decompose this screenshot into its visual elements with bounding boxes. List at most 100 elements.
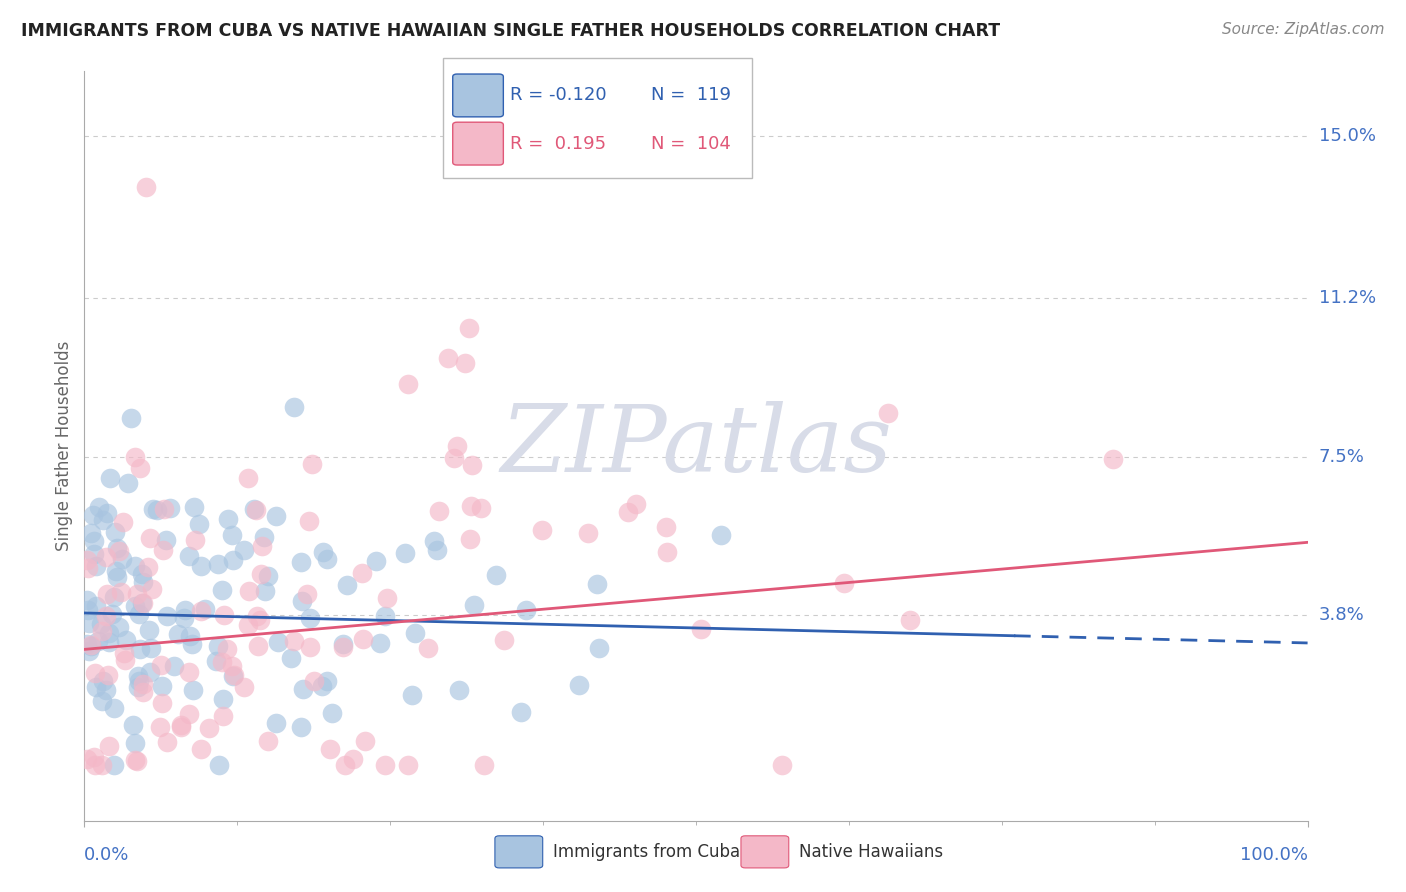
Text: 100.0%: 100.0% [1240, 846, 1308, 863]
Point [167, 626, 190, 640]
Point [266, 716, 288, 731]
Point [188, 516, 211, 531]
Point [215, 642, 238, 657]
Point [138, 624, 160, 638]
Y-axis label: Single Father Households: Single Father Households [55, 341, 73, 551]
Point [170, 717, 193, 731]
Point [194, 601, 217, 615]
Point [128, 461, 150, 475]
Point [103, 701, 125, 715]
Point [190, 741, 212, 756]
Point [568, 678, 591, 692]
Point [396, 758, 419, 772]
Point [394, 546, 416, 560]
Point [232, 542, 254, 557]
Point [617, 505, 640, 519]
Point [91, 693, 114, 707]
Point [76, 636, 98, 650]
Point [124, 599, 146, 614]
Point [82, 508, 104, 522]
Point [770, 758, 793, 772]
Point [436, 351, 458, 366]
Point [245, 502, 267, 516]
Point [224, 668, 246, 682]
Point [252, 539, 274, 553]
Point [156, 609, 179, 624]
Text: 11.2%: 11.2% [1319, 289, 1376, 307]
Point [83, 533, 105, 548]
Point [159, 500, 181, 515]
Point [150, 696, 173, 710]
Point [292, 681, 315, 696]
Point [131, 566, 153, 581]
Point [319, 742, 342, 756]
Point [530, 523, 553, 537]
Point [132, 685, 155, 699]
Point [418, 640, 440, 655]
Point [898, 613, 921, 627]
Point [80, 639, 103, 653]
Point [266, 634, 288, 648]
Point [98, 471, 121, 485]
Point [709, 528, 731, 542]
Text: 3.8%: 3.8% [1319, 607, 1364, 624]
Point [112, 646, 135, 660]
Point [149, 658, 172, 673]
Point [233, 680, 256, 694]
Point [120, 411, 142, 425]
Point [173, 611, 195, 625]
Point [242, 501, 264, 516]
Point [84, 758, 107, 772]
Point [588, 640, 610, 655]
Point [97, 667, 120, 681]
Point [299, 640, 322, 654]
Point [114, 653, 136, 667]
Point [98, 626, 121, 640]
Point [181, 682, 204, 697]
Point [142, 502, 165, 516]
Point [177, 665, 200, 679]
Point [179, 628, 201, 642]
Point [238, 470, 260, 484]
Point [1101, 452, 1123, 467]
Point [91, 758, 114, 772]
Point [212, 607, 235, 622]
Point [90, 617, 112, 632]
Point [290, 720, 312, 734]
Point [124, 450, 146, 464]
Point [249, 613, 271, 627]
Point [177, 549, 200, 563]
Point [80, 525, 103, 540]
Point [374, 609, 396, 624]
Point [460, 500, 482, 514]
Point [311, 679, 333, 693]
Point [454, 355, 477, 369]
Point [298, 514, 321, 528]
Point [207, 639, 229, 653]
Point [586, 577, 609, 591]
Point [128, 642, 150, 657]
Point [301, 458, 323, 472]
Text: Native Hawaiians: Native Hawaiians [799, 843, 943, 861]
Point [76, 752, 98, 766]
Point [283, 634, 305, 648]
Point [222, 669, 245, 683]
Text: 7.5%: 7.5% [1319, 448, 1365, 466]
Point [124, 558, 146, 573]
Point [107, 543, 129, 558]
Point [103, 590, 125, 604]
Point [132, 574, 155, 589]
Point [332, 637, 354, 651]
Point [250, 567, 273, 582]
Point [198, 721, 221, 735]
Point [105, 564, 128, 578]
Point [423, 533, 446, 548]
Point [128, 674, 150, 689]
Point [138, 665, 160, 680]
Point [332, 640, 354, 654]
Text: N =  104: N = 104 [651, 135, 731, 153]
Point [91, 624, 114, 638]
Point [458, 533, 481, 547]
Point [127, 669, 149, 683]
Point [77, 615, 100, 630]
